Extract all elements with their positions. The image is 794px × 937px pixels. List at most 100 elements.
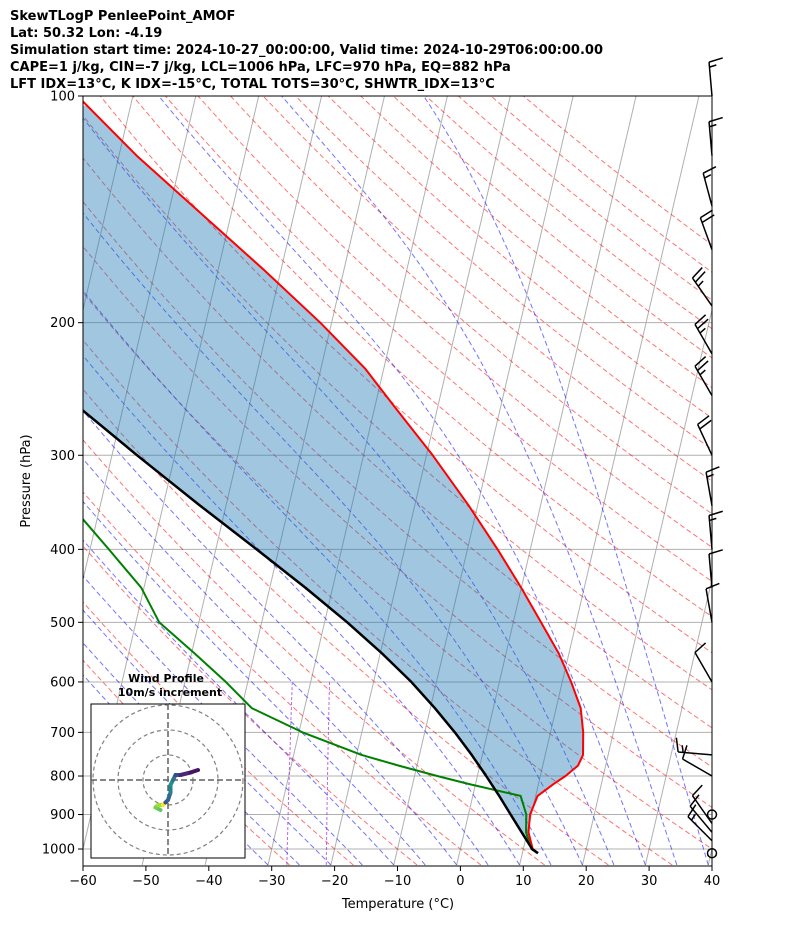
dry-adiabat [83,245,712,809]
wind-barb-flag [696,318,709,330]
chart-header: SkewTLogP PenleePoint_AMOF Lat: 50.32 Lo… [10,8,603,93]
isotherm-gridline [581,307,712,866]
x-tick-label: −30 [258,874,285,889]
wind-barb-flag [696,360,709,372]
isotherm-gridline [330,96,511,866]
wind-barb-staff [705,472,713,506]
x-axis-label: Temperature (°C) [341,897,454,912]
isotherm-gridline [0,96,70,865]
mixing-ratio-line [325,681,330,865]
moist-adiabat [83,458,458,866]
x-tick-label: 20 [578,874,595,889]
wind-barb-flag [689,794,700,807]
y-tick-label: 1000 [42,843,75,858]
y-tick-label: 700 [50,726,75,741]
x-tick-label: −50 [132,874,159,889]
wind-barb-half-flag [704,174,712,179]
y-tick-label: 800 [50,770,75,785]
axis-ticks: −60 −50 −40 −30 −20 −10 0 10 20 30 40 1000 900 800 700… [42,90,720,890]
hodograph-segment [188,768,200,775]
index-line: LFT IDX=13°C, K IDX=-15°C, TOTAL TOTS=30… [10,77,495,92]
y-tick-label: 500 [50,616,75,631]
wind-barb-half-flag [690,813,697,821]
dry-adiabat [83,388,609,866]
moist-adiabat [83,539,395,866]
wind-barb-staff [682,758,713,777]
isotherm-gridline [83,96,134,312]
wind-barb-staff [691,277,713,307]
y-tick-label: 600 [50,675,75,690]
wind-barb-staff [694,652,713,683]
wind-barb [694,642,713,683]
wind-barb [705,582,720,623]
cape-line: CAPE=1 j/kg, CIN=-7 j/kg, LCL=1006 hPa, … [10,60,511,75]
cin-shading [83,105,584,854]
dry-adiabat [83,200,712,768]
dry-adiabat [83,545,418,866]
isotherm-gridline [456,96,637,866]
wind-barb-flag [691,784,703,797]
wind-barb-flag [687,804,697,818]
wind-barb [708,510,723,550]
dry-adiabat [83,659,290,866]
isotherm-gridline [707,846,712,866]
grid-layer [0,96,794,866]
wind-barb-staff [696,424,713,456]
dry-adiabat [327,96,712,419]
wind-barb [691,267,713,307]
hodograph: Wind Profile 10m/s increment [90,672,246,859]
hodograph-subtitle: 10m/s increment [118,686,222,699]
dry-adiabat [262,96,712,482]
moist-adiabat [83,117,615,866]
calm-wind-circle [706,809,718,820]
moist-adiabat [83,575,363,866]
wind-barb-half-flag [706,473,714,478]
wind-barb [708,116,723,156]
wind-barb-half-flag [709,123,717,128]
y-tick-label: 900 [50,808,75,823]
wind-barb [694,314,713,355]
wind-barb-flag [708,549,723,555]
moist-adiabat [83,212,583,866]
wind-barb-staff [694,365,713,397]
calm-wind-circle [706,847,718,859]
y-tick-label: 100 [50,90,75,105]
isotherm-gridline [519,96,700,866]
wind-barb-flag [699,419,712,430]
mixing-ratio-line [286,681,293,865]
wind-barb-staff [708,121,713,156]
wind-barb-flag [691,267,703,279]
wind-barb-flag [699,209,713,219]
moist-adiabat [158,96,646,866]
temperature-line [83,100,585,854]
wind-barb-half-flag [709,64,717,68]
isotherm-gridline [267,96,448,866]
wind-barb-flag [705,582,720,590]
dry-adiabat [83,291,712,850]
wind-barb-flag [694,314,707,325]
wind-barb [687,804,713,842]
x-tick-label: −10 [384,874,411,889]
wind-barb-staff [702,172,713,207]
wind-barb-staff [694,324,713,355]
wind-barb [689,794,713,833]
wind-barb-half-flag [699,369,706,376]
moist-adiabat [83,609,332,866]
isotherm-gridline [771,96,794,865]
isotherm-gridline [0,96,7,865]
wind-barb-half-flag [709,517,717,522]
moist-adiabat [83,289,552,866]
wind-barb-flag [701,214,715,224]
wind-barb-flag [694,356,707,367]
moist-adiabat [83,410,489,866]
wind-barb-staff [708,553,713,588]
wind-barb-staff [687,816,713,842]
wind-barb-half-flag [681,745,684,753]
wind-barbs [675,57,723,859]
y-tick-label: 200 [50,316,75,331]
dry-adiabat [197,96,712,548]
wind-barb [702,166,717,207]
y-tick-label: 400 [50,543,75,558]
moist-adiabat [281,96,678,866]
x-tick-label: 30 [641,874,658,889]
